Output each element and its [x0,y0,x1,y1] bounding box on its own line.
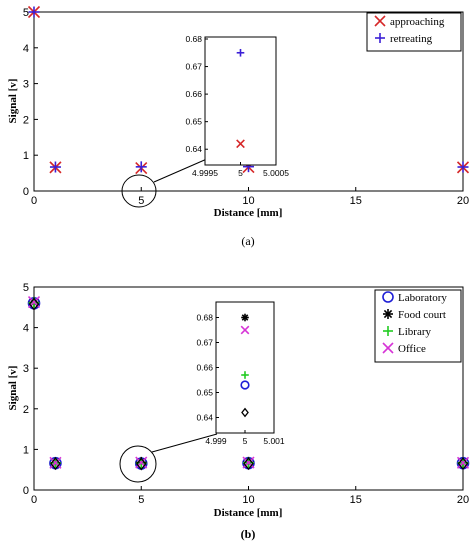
panel-a-zoom-circle [121,174,157,208]
x-tick-label: 10 [242,494,254,506]
inset-data-point [236,48,245,57]
inset-y-tick-label: 0.65 [185,117,202,127]
y-tick-label: 1 [23,150,29,162]
inset-y-tick-label: 0.66 [196,363,213,373]
inset-x-tick-label: 5.0005 [263,168,289,178]
x-tick-label: 20 [457,494,469,506]
data-point [242,456,255,469]
data-point [456,456,470,469]
data-point [243,457,254,471]
x-tick-label: 0 [31,195,37,207]
inset-y-tick-label: 0.68 [185,34,202,44]
y-tick-label: 1 [23,444,29,456]
y-tick-label: 5 [23,282,29,294]
data-point [457,457,469,471]
panel-b-xlabel: Distance [mm] [214,507,283,519]
panel-b-legend: Laboratory Food court Library Office [374,289,462,363]
panel-b-legend-items: Laboratory Food court Library Office [382,291,447,355]
panel-a-ticks: 0 5 10 15 20 0 1 2 3 4 5 [23,7,469,207]
inset-y-tick-label: 0.66 [185,89,202,99]
panel-b-ylabel: Signal [v] [7,366,19,411]
panel-a-label: (a) [241,234,254,248]
data-point [49,161,61,173]
legend-entry: Food court [398,309,446,321]
panel-b-zoom-circle [119,445,157,483]
inset-x-tick-label: 5.001 [263,436,285,446]
inset-y-tick-label: 0.67 [196,338,213,348]
legend-entry: retreating [390,33,433,45]
legend-marker [382,342,394,354]
panel-a-inset-content: 4.9995 5 5.0005 0.64 0.65 0.66 0.67 0.68 [185,34,289,178]
y-tick-label: 3 [23,363,29,375]
inset-data-point [240,380,250,390]
data-point [135,456,148,469]
y-tick-label: 2 [23,404,29,416]
y-tick-label: 0 [23,186,29,198]
data-point [135,161,147,173]
y-tick-label: 2 [23,114,29,126]
inset-x-tick-label: 5 [238,168,243,178]
x-tick-label: 0 [31,494,37,506]
panel-a-xlabel: Distance [mm] [214,207,283,219]
inset-y-tick-label: 0.67 [185,62,202,72]
data-point [49,456,62,469]
data-point [28,297,40,311]
panel-a-ylabel: Signal [v] [7,79,19,124]
y-tick-label: 5 [23,7,29,19]
inset-data-point [240,325,250,335]
panel-b-inset-content: 4.999 5 5.001 0.64 0.65 0.66 0.67 0.68 [196,313,284,447]
legend-entry: Library [398,326,431,338]
x-tick-label: 5 [138,195,144,207]
panel-a-inset: 4.9995 5 5.0005 0.64 0.65 0.66 0.67 0.68 [185,34,289,178]
panel-a-legend-items: approaching retreating [374,15,445,45]
inset-x-tick-label: 4.999 [205,436,227,446]
x-tick-label: 15 [350,195,362,207]
inset-data-point [241,407,249,418]
y-tick-label: 4 [23,43,29,55]
inset-data-point [241,371,249,379]
inset-y-tick-label: 0.68 [196,313,213,323]
panel-b-marks [27,295,470,471]
data-point [136,457,147,471]
panel-b-label: (b) [241,527,256,541]
y-tick-label: 0 [23,485,29,497]
data-point [50,457,61,471]
legend-marker [383,326,393,336]
x-tick-label: 20 [457,195,469,207]
legend-marker [375,33,385,43]
x-tick-label: 15 [350,494,362,506]
legend-marker [383,309,393,319]
x-tick-label: 10 [242,195,254,207]
inset-x-tick-label: 4.9995 [192,168,218,178]
data-point [28,6,40,18]
panel-b-inset: 4.999 5 5.001 0.64 0.65 0.66 0.67 0.68 [196,301,285,447]
legend-marker [382,291,394,303]
panel-b-ticks: 0 5 10 15 20 0 1 2 3 4 5 [23,282,469,506]
panel-a-legend: approaching retreating [366,12,462,52]
panel-b-zoom-connector [151,433,218,453]
legend-marker [374,15,386,27]
inset-y-tick-label: 0.64 [185,144,202,154]
legend-entry: approaching [390,16,445,28]
inset-x-tick-label: 5 [243,436,248,446]
legend-entry: Office [398,343,426,355]
x-tick-label: 5 [138,494,144,506]
inset-data-point [236,139,245,149]
y-tick-label: 4 [23,323,29,335]
inset-y-tick-label: 0.64 [196,413,213,423]
panel-b-inset-frame [215,301,275,434]
legend-entry: Laboratory [398,292,447,304]
y-tick-label: 3 [23,79,29,91]
inset-y-tick-label: 0.65 [196,388,213,398]
inset-data-point [241,313,249,322]
data-point [457,161,469,173]
